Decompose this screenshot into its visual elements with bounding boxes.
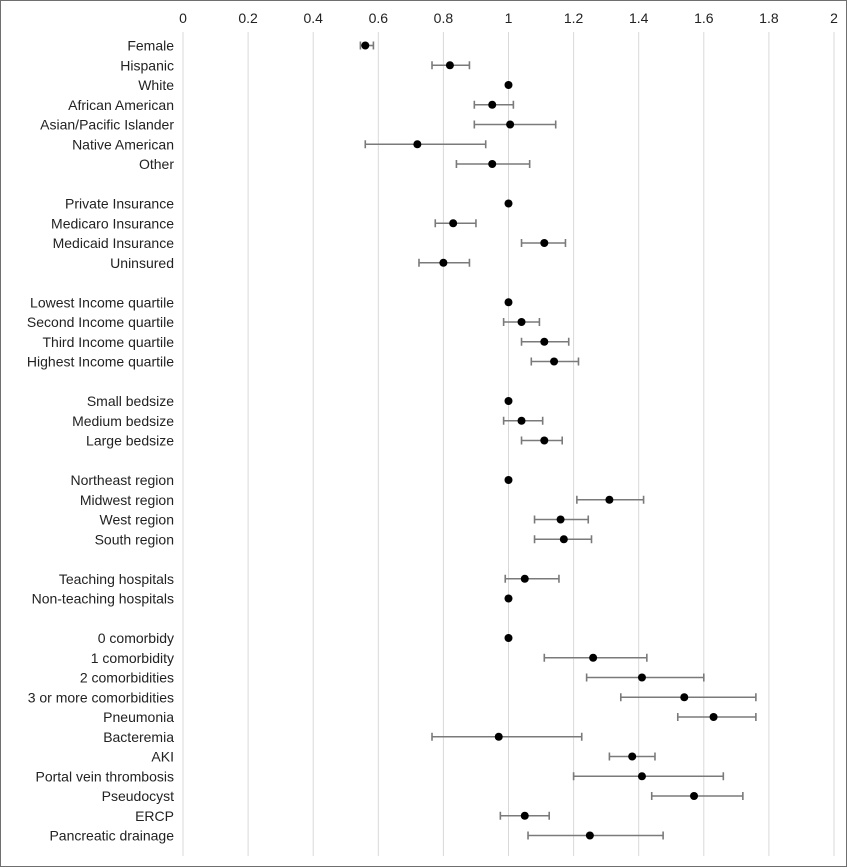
row-label: 0 comorbidy (98, 630, 174, 646)
row-label: Pseudocyst (102, 788, 174, 804)
point-estimate (559, 535, 568, 544)
x-tick-label: 1 (505, 10, 513, 26)
row-label: Other (139, 156, 174, 172)
point-estimate (709, 713, 718, 721)
point-estimate (556, 515, 565, 524)
row-label: Asian/Pacific Islander (40, 117, 174, 133)
point-estimate (361, 41, 370, 50)
row-label: Female (127, 38, 174, 54)
point-estimate (504, 634, 513, 642)
point-estimate (690, 792, 699, 800)
row-label: Large bedsize (86, 433, 174, 449)
point-estimate (504, 594, 513, 603)
row-label: Hispanic (120, 57, 174, 73)
row-label: AKI (151, 749, 174, 765)
point-estimate (504, 397, 513, 405)
point-estimate (540, 436, 549, 445)
x-tick-label: 2 (830, 10, 838, 26)
x-tick-label: 1.8 (759, 10, 779, 26)
point-estimate (488, 100, 497, 109)
point-estimate (540, 239, 549, 247)
x-tick-label: 0.2 (238, 10, 258, 26)
point-estimate (439, 258, 448, 267)
row-label: White (138, 77, 174, 93)
row-label: 1 comorbidity (91, 650, 174, 666)
x-tick-label: 0.6 (369, 10, 389, 26)
point-estimate (520, 574, 529, 583)
row-label: Midwest region (80, 492, 174, 508)
point-estimate (517, 416, 526, 425)
row-label: South region (95, 531, 174, 547)
point-estimate (680, 693, 689, 702)
point-estimate (585, 831, 594, 840)
x-tick-label: 1.2 (564, 10, 584, 26)
row-label: West region (100, 512, 174, 528)
row-label: Medium bedsize (72, 413, 174, 429)
row-label: Small bedsize (87, 393, 174, 409)
row-label: 3 or more comorbidities (28, 689, 174, 705)
row-label: Medicaid Insurance (53, 235, 175, 251)
point-estimate (540, 337, 549, 346)
point-estimate (550, 357, 559, 366)
point-estimate (494, 732, 503, 741)
row-label: Pancreatic drainage (49, 828, 174, 844)
row-label: Portal vein thrombosis (35, 768, 174, 784)
row-label: Uninsured (110, 255, 174, 271)
row-label: Native American (72, 136, 174, 152)
row-label: African American (68, 97, 174, 113)
row-label: ERCP (135, 808, 174, 824)
point-estimate (504, 476, 513, 484)
row-label: Medicaro Insurance (51, 215, 174, 231)
point-estimate (504, 199, 513, 208)
point-estimate (517, 318, 526, 326)
point-estimate (504, 81, 513, 89)
point-estimate (504, 298, 513, 307)
x-tick-label: 0.4 (303, 10, 323, 26)
row-label: Teaching hospitals (59, 571, 174, 587)
row-label: Private Insurance (65, 196, 174, 212)
point-estimate (637, 772, 646, 781)
point-estimate (413, 140, 422, 149)
point-estimate (449, 219, 458, 228)
point-estimate (445, 61, 454, 70)
point-estimate (488, 160, 497, 168)
point-estimate (520, 811, 529, 820)
point-estimate (589, 653, 598, 662)
row-label: Lowest Income quartile (30, 294, 174, 310)
x-tick-label: 0 (179, 10, 187, 26)
row-label: 2 comorbidities (80, 670, 174, 686)
point-estimate (506, 120, 515, 129)
row-label: Non-teaching hospitals (32, 591, 174, 607)
row-label: Pneumonia (103, 709, 174, 725)
x-tick-label: 1.4 (629, 10, 649, 26)
x-tick-label: 0.8 (434, 10, 454, 26)
row-label: Second Income quartile (27, 314, 174, 330)
point-estimate (605, 495, 614, 504)
point-estimate (628, 752, 637, 761)
x-tick-label: 1.6 (694, 10, 714, 26)
row-label: Northeast region (70, 472, 174, 488)
row-label: Highest Income quartile (27, 354, 174, 370)
row-label: Bacteremia (103, 729, 174, 745)
point-estimate (637, 673, 646, 682)
row-label: Third Income quartile (42, 334, 174, 350)
